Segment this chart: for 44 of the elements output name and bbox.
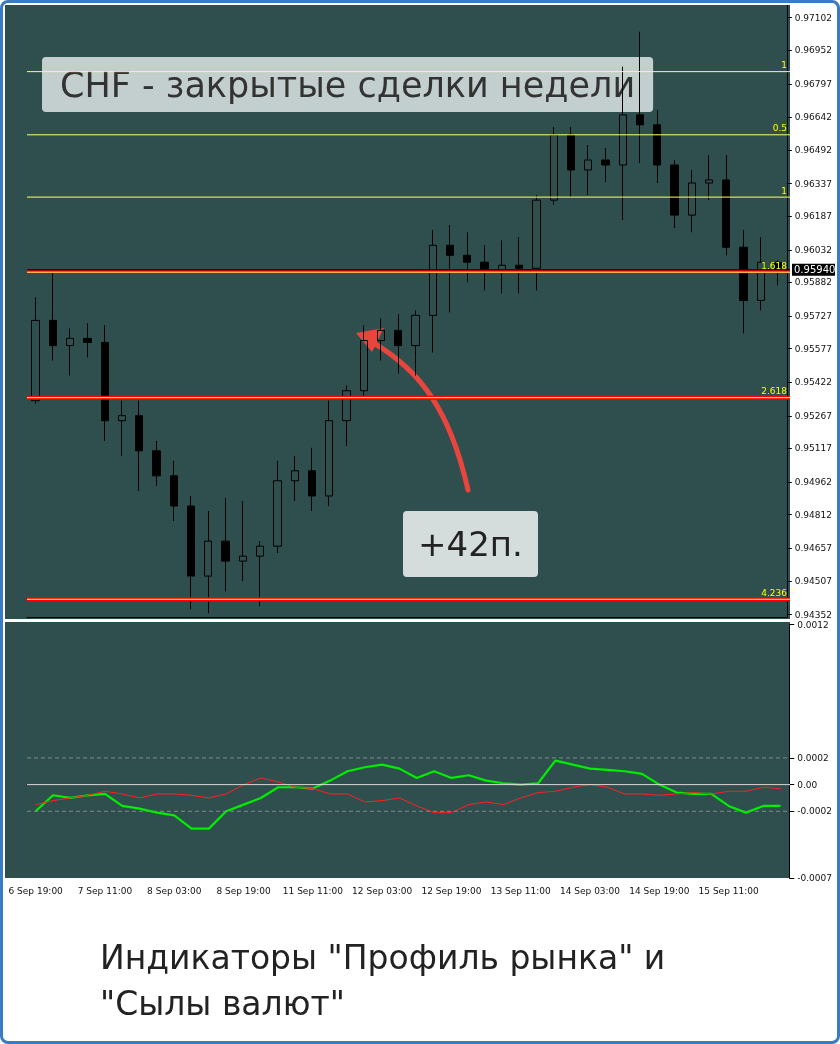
y-tick-label: 0.95577 — [794, 343, 832, 354]
y-tick-label: 0.94352 — [794, 609, 832, 620]
text: Индикаторы "Профиль рынка" и "Сылы валют" — [100, 937, 667, 1025]
annotation: +42п. — [403, 511, 538, 577]
y-tick-label: 0.96337 — [794, 178, 832, 189]
y-tick-label: 0.95882 — [794, 277, 832, 288]
y-tick-label: 0.94507 — [794, 575, 832, 586]
y-tick-label: 0.96952 — [794, 45, 832, 56]
x-tick-label: 13 Sep 11:00 — [490, 885, 552, 896]
annotation: 1.618 — [761, 260, 788, 271]
ref-line-label: 0.95940 — [794, 264, 836, 276]
x-tick-label: 8 Sep 19:00 — [216, 885, 271, 896]
y-tick-label: 0.0002 — [797, 752, 829, 763]
x-tick-label: 12 Sep 19:00 — [421, 885, 482, 896]
y-tick-label: -0.0002 — [797, 806, 833, 817]
x-tick-label: 14 Sep 03:00 — [559, 885, 621, 896]
annotation: 1 — [781, 60, 787, 71]
x-tick-label: 14 Sep 19:00 — [629, 885, 690, 896]
y-tick-label: 0.94657 — [794, 543, 832, 554]
x-tick-label: 7 Sep 11:00 — [77, 885, 133, 896]
y-tick-label: 0.96642 — [794, 112, 832, 123]
x-tick-label: 15 Sep 11:00 — [698, 885, 759, 896]
annotation: 1 — [781, 185, 787, 196]
y-tick-label: 0.96492 — [794, 144, 832, 155]
x-tick-label: 6 Sep 19:00 — [8, 885, 64, 896]
y-tick-label: 0.95422 — [794, 377, 832, 388]
y-tick-label: 0.94812 — [794, 509, 832, 520]
annotation: 4.236 — [761, 587, 788, 598]
annotation: 2.618 — [761, 386, 788, 397]
y-tick-label: 0.96797 — [794, 78, 832, 89]
y-tick-label: 0.95117 — [794, 443, 832, 454]
y-tick-label: 0.95727 — [794, 311, 832, 322]
y-tick-label: 0.96187 — [794, 211, 832, 222]
y-tick-label: 0.97102 — [794, 12, 832, 23]
x-tick-label: 11 Sep 11:00 — [282, 885, 344, 896]
y-tick-label: 0.96032 — [794, 244, 832, 255]
y-tick-label: 0.94962 — [794, 477, 832, 488]
y-tick-label: 0.95267 — [794, 410, 832, 421]
x-tick-label: 12 Sep 03:00 — [352, 885, 413, 896]
y-tick-label: -0.0007 — [797, 873, 833, 883]
annotation: 0.5 — [772, 123, 787, 134]
x-tick-label: 8 Sep 03:00 — [147, 885, 202, 896]
y-tick-label: 0.00 — [797, 779, 818, 790]
y-tick-label: 0.0012 — [797, 619, 829, 630]
